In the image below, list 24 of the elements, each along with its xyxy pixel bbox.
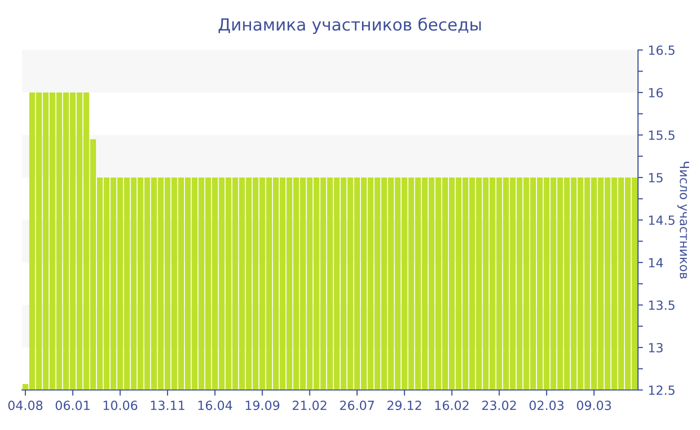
y-tick-label: 15	[649, 173, 663, 182]
x-tick-label: 19.09	[246, 400, 280, 410]
x-tick-label: 13.11	[151, 400, 184, 410]
x-tick-label: 23.02	[482, 400, 516, 410]
chart-title: Динамика участников беседы	[218, 18, 481, 34]
x-tick-label: 10.06	[104, 400, 138, 410]
x-tick-label: 06.01	[56, 400, 90, 410]
x-tick-label: 16.02	[435, 400, 468, 410]
x-tick-label: 04.08	[8, 400, 42, 410]
y-tick-label: 13.5	[649, 300, 674, 310]
y-axis-title: Число участников	[677, 162, 690, 279]
x-tick-label: 16.04	[198, 400, 232, 410]
y-tick-label: 16.5	[649, 45, 674, 55]
x-tick-label: 09.03	[576, 400, 611, 410]
x-tick-label: 21.02	[292, 400, 326, 410]
y-tick-label: 15.5	[649, 130, 674, 140]
y-tick-label: 16	[649, 88, 663, 98]
x-tick-label: 26.07	[340, 400, 374, 410]
y-tick-label: 12.5	[649, 385, 674, 395]
y-tick-label: 14	[649, 258, 663, 268]
x-tick-label: 02.03	[530, 400, 564, 410]
y-tick-label: 13	[649, 342, 663, 352]
y-tick-label: 14.5	[649, 216, 674, 225]
x-tick-label: 29.12	[387, 400, 422, 410]
